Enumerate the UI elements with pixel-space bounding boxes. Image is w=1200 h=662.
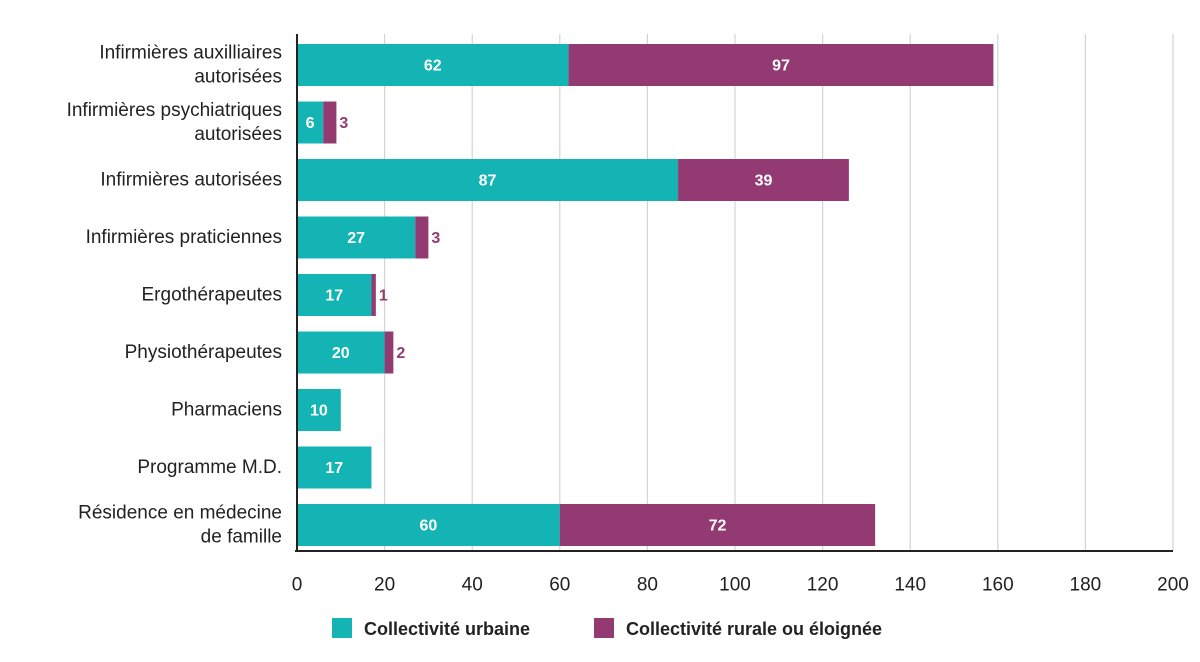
bar-urban-8 [297, 504, 560, 546]
bar-value-label: 72 [709, 518, 727, 535]
bar-urban-4 [297, 274, 372, 316]
category-label: Résidence en médecine [78, 503, 282, 524]
legend: Collectivité urbaine Collectivité rurale … [332, 618, 882, 639]
bar-urban-0 [297, 44, 569, 86]
bar-urban-7 [297, 446, 372, 489]
bar-value-label: 39 [755, 173, 773, 190]
category-label: Infirmières autorisées [100, 170, 282, 191]
x-tick-label: 140 [894, 575, 926, 596]
bar-value-label: 1 [379, 288, 388, 305]
bar-value-label: 87 [479, 173, 497, 190]
category-label: Ergothérapeutes [142, 285, 283, 306]
bar-value-label: 3 [339, 115, 348, 132]
bar-rural-5 [384, 331, 394, 374]
legend-swatch-rural [594, 618, 614, 638]
bar-value-label: 3 [431, 230, 440, 247]
x-tick-label: 0 [292, 575, 303, 596]
legend-swatch-urban [332, 618, 352, 638]
bar-value-label: 20 [332, 345, 350, 362]
category-label: Infirmières psychiatriques [67, 100, 282, 121]
bar-rural-2 [678, 159, 849, 201]
legend-label-rural: Collectivité rurale ou éloignée [626, 619, 882, 639]
category-label: autorisées [194, 67, 282, 88]
bar-value-label: 10 [310, 403, 328, 420]
category-label: Pharmaciens [171, 400, 282, 421]
bar-rural-0 [568, 44, 994, 86]
gridlines [384, 34, 1174, 551]
bar-value-label: 60 [420, 518, 438, 535]
legend-label-urban: Collectivité urbaine [364, 619, 530, 639]
x-tick-label: 60 [549, 575, 570, 596]
bar-urban-3 [297, 216, 416, 259]
bar-urban-2 [297, 159, 679, 201]
category-label: Programme M.D. [137, 457, 282, 478]
category-label: Infirmières praticiennes [86, 227, 282, 248]
bar-urban-5 [297, 331, 385, 374]
bar-rural-1 [323, 101, 337, 144]
bar-rural-8 [559, 504, 876, 546]
bar-value-label: 2 [396, 345, 405, 362]
x-axis: 0 20 40 60 80 100 120 140 160 180 200 [292, 34, 1189, 596]
bar-urban-6 [297, 389, 341, 431]
x-tick-label: 80 [637, 575, 658, 596]
bar-value-label: 6 [306, 115, 315, 132]
category-label: Physiothérapeutes [125, 342, 282, 363]
bar-rural-3 [415, 216, 429, 259]
bar-value-label: 97 [772, 58, 790, 75]
x-tick-label: 20 [374, 575, 395, 596]
x-tick-label: 100 [719, 575, 751, 596]
x-tick-label: 160 [982, 575, 1014, 596]
x-tick-label: 120 [807, 575, 839, 596]
x-tick-label: 40 [462, 575, 483, 596]
bar-value-label: 17 [325, 460, 343, 477]
x-tick-label: 200 [1157, 575, 1189, 596]
bar-urban-1 [297, 101, 324, 144]
bar-value-label: 27 [347, 230, 365, 247]
bar-value-label: 17 [325, 288, 343, 305]
category-label: autorisées [194, 124, 282, 145]
x-tick-label: 180 [1070, 575, 1102, 596]
category-label: de famille [201, 527, 282, 548]
bars: 62 97 6 3 87 39 27 3 17 1 20 2 10 17 60 72 [297, 44, 994, 546]
category-labels: Infirmières auxilliaires autorisées Infirm… [67, 43, 282, 548]
category-label: Infirmières auxilliaires [99, 43, 282, 64]
bar-rural-4 [371, 274, 376, 316]
bar-value-label: 62 [424, 58, 442, 75]
